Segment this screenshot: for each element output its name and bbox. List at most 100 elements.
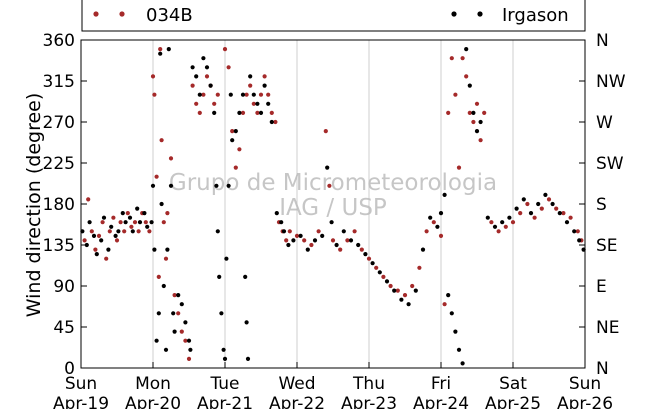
data-point [101, 215, 107, 220]
watermark-line-1: Grupo de Micrometeorologia [169, 170, 497, 196]
data-point [370, 261, 375, 266]
data-point [348, 238, 354, 243]
data-point [334, 242, 339, 248]
data-point [374, 265, 379, 270]
data-point [94, 252, 99, 257]
x-tick-label-date: Apr-21 [197, 394, 253, 409]
data-point [456, 347, 462, 352]
data-point [233, 129, 238, 134]
data-point [82, 238, 87, 243]
data-point [150, 74, 156, 79]
series-irgason [80, 47, 586, 366]
x-tick-label-date: Apr-25 [485, 394, 541, 409]
data-point [188, 347, 193, 352]
data-point [129, 224, 134, 229]
data-point [248, 83, 253, 88]
data-point [201, 92, 206, 97]
data-point [201, 56, 206, 61]
data-point [93, 247, 98, 252]
data-point [215, 92, 220, 97]
data-point [561, 211, 566, 216]
data-point [532, 215, 537, 220]
data-point [352, 229, 357, 234]
data-point [359, 247, 364, 252]
data-point [87, 220, 92, 225]
data-point [183, 338, 188, 343]
data-point [424, 229, 429, 234]
data-point [228, 92, 233, 97]
data-point [132, 220, 138, 225]
data-point [166, 47, 171, 52]
y-tick-label: 180 [43, 195, 75, 215]
data-point [435, 224, 440, 229]
data-point [161, 220, 166, 225]
data-point [171, 311, 176, 316]
data-point [251, 101, 256, 106]
data-point [284, 238, 289, 243]
data-point [291, 238, 296, 243]
data-point [219, 311, 224, 316]
data-point [116, 229, 121, 234]
data-point [113, 233, 118, 238]
data-point [161, 283, 166, 289]
data-point [274, 211, 279, 216]
data-point [226, 183, 231, 188]
data-point [320, 233, 325, 238]
data-point [154, 338, 159, 343]
data-point [510, 220, 516, 225]
data-point [323, 129, 328, 134]
data-point [330, 238, 336, 243]
data-point [156, 274, 161, 279]
y-tick-label: 45 [53, 318, 75, 338]
data-point [147, 229, 152, 234]
data-point [96, 233, 102, 238]
data-point [197, 110, 202, 115]
legend-marker-034b [119, 11, 125, 17]
data-point [474, 129, 480, 134]
y-tick-label-right: E [596, 277, 607, 297]
data-point [243, 274, 248, 279]
data-point [190, 83, 195, 88]
data-point [446, 293, 451, 298]
data-point [179, 302, 184, 307]
data-point [507, 215, 512, 220]
data-point [230, 138, 235, 143]
data-point [255, 110, 260, 115]
data-point [471, 119, 476, 125]
x-tick-label-day: Thu [352, 374, 385, 394]
data-point [546, 197, 552, 202]
data-point [366, 256, 372, 261]
data-point [446, 110, 451, 115]
data-point [327, 183, 332, 188]
legend: 034B Irgason [81, 0, 586, 32]
data-point [286, 242, 291, 248]
data-point [152, 92, 157, 97]
data-point [194, 74, 199, 79]
data-point [384, 279, 390, 284]
y-tick-label-right: N [596, 31, 609, 51]
data-point [244, 92, 249, 97]
data-point [163, 347, 169, 352]
data-point [273, 119, 278, 125]
data-point [214, 183, 219, 188]
data-point [474, 101, 480, 106]
data-point [125, 211, 130, 216]
data-point [186, 338, 192, 343]
data-point [204, 65, 210, 70]
data-point [406, 302, 411, 307]
data-point [417, 265, 422, 270]
data-point [287, 229, 292, 234]
data-point [500, 220, 505, 225]
x-tick-label-day: Sun [65, 374, 97, 394]
data-point [122, 229, 127, 234]
data-point [99, 238, 104, 243]
x-tick-label-day: Sun [569, 374, 601, 394]
data-point [109, 224, 114, 229]
data-point [176, 311, 181, 316]
y-tick-label: 225 [43, 154, 75, 174]
x-tick-label-date: Apr-19 [53, 394, 109, 409]
data-point [258, 92, 264, 97]
data-point [568, 215, 573, 220]
data-point [190, 65, 195, 70]
y-tick-label: 0 [64, 359, 75, 379]
